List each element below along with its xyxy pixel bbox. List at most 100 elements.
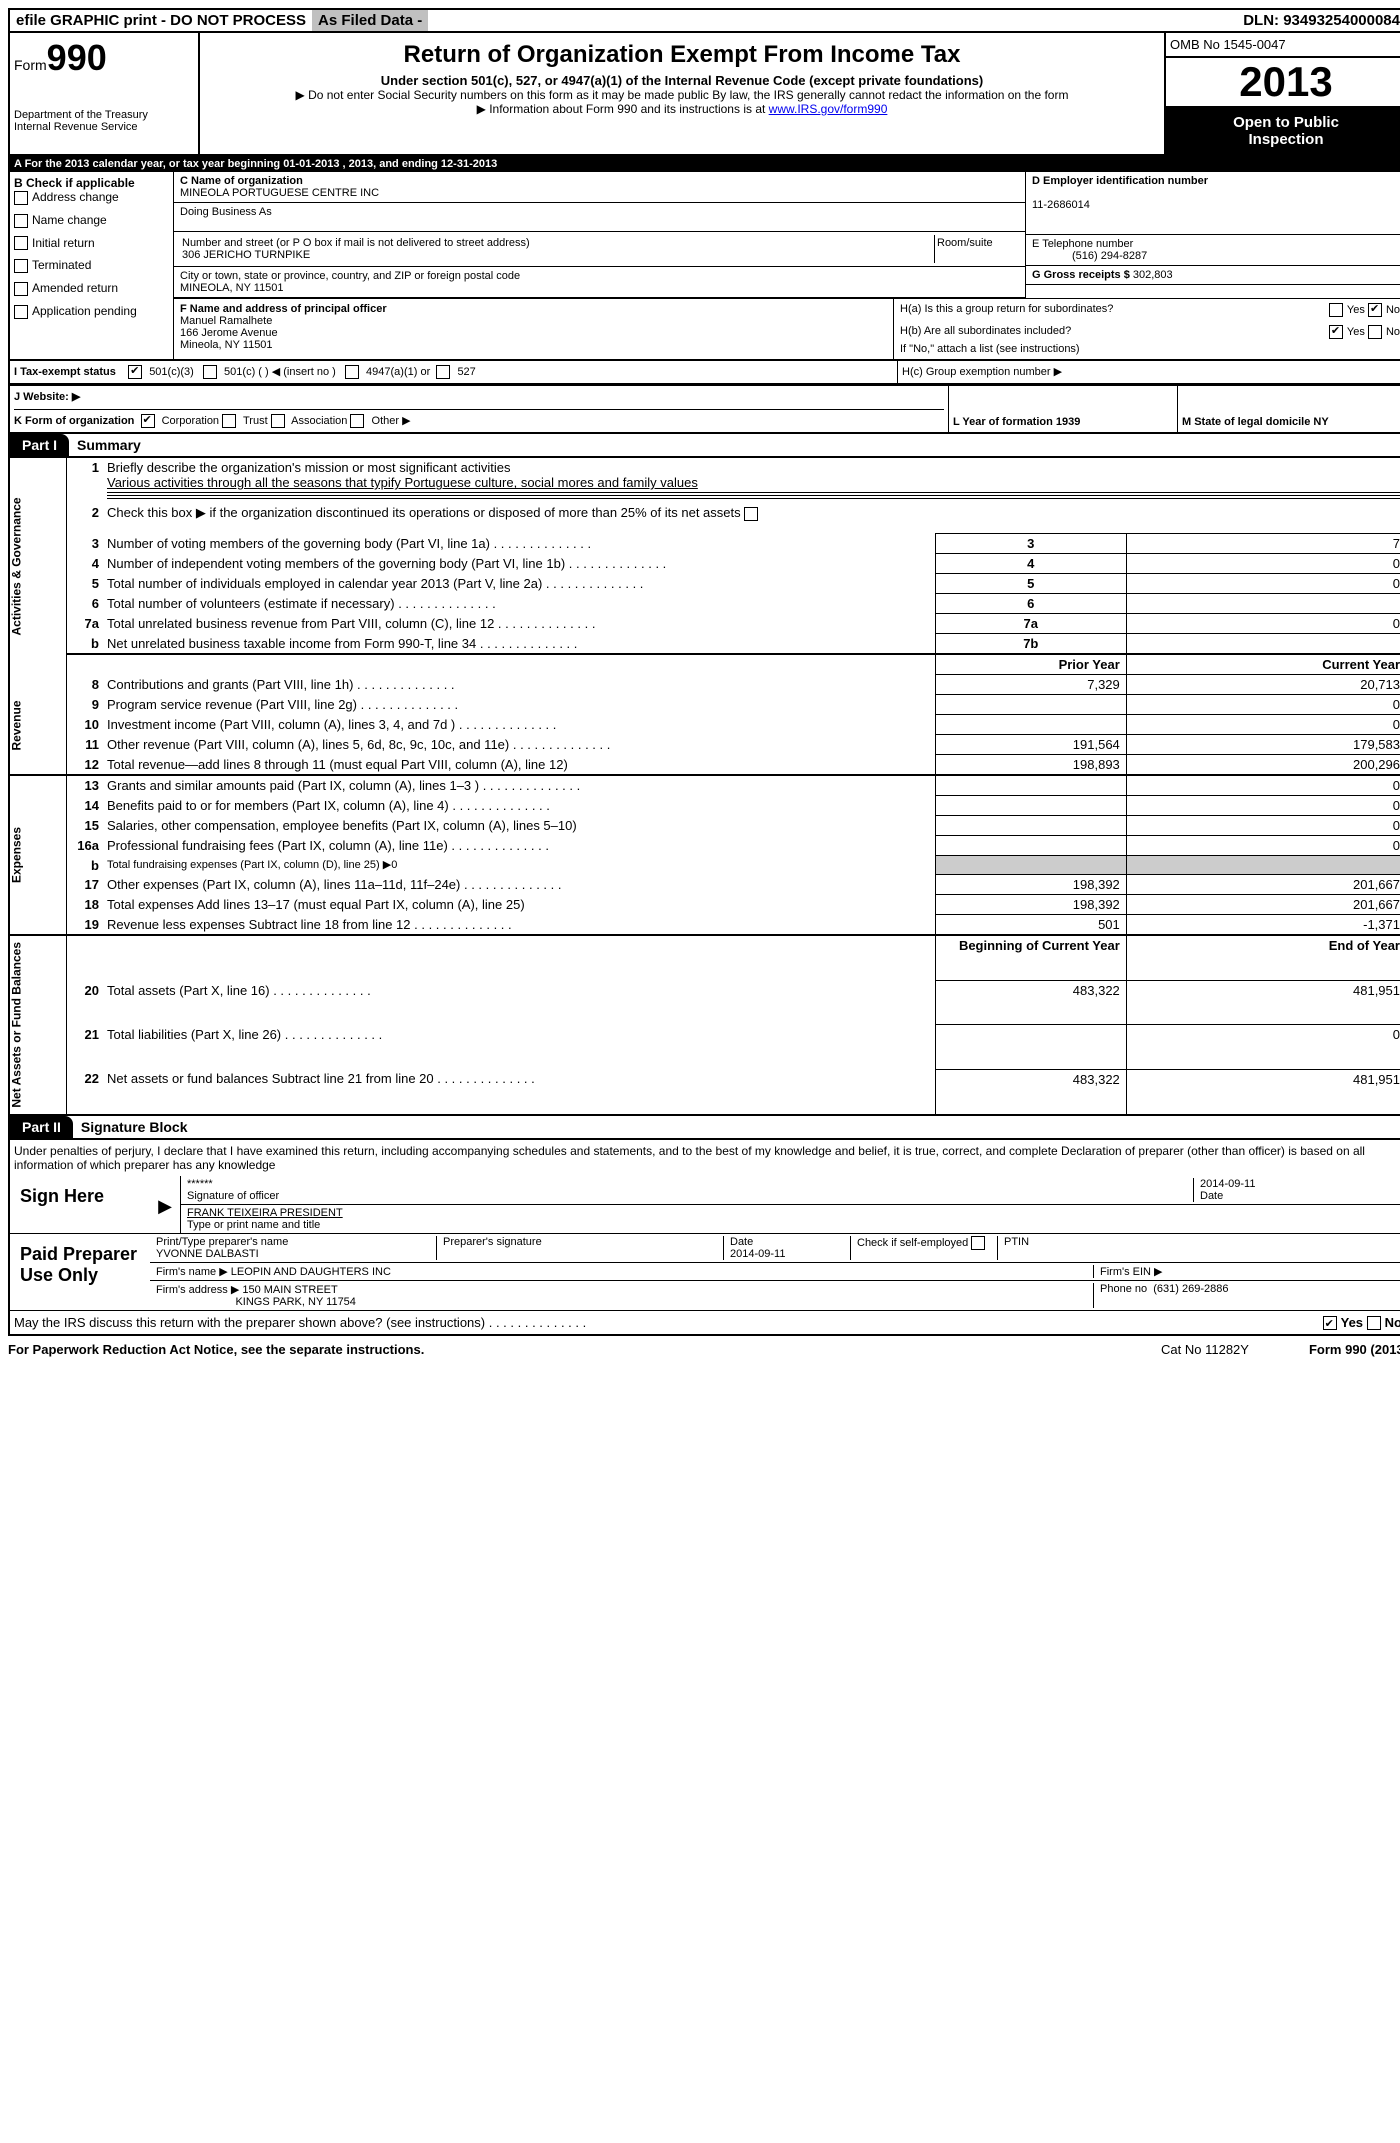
form-title: Return of Organization Exempt From Incom… xyxy=(204,41,1160,69)
city-state-zip: MINEOLA, NY 11501 xyxy=(180,282,284,294)
check-corp[interactable] xyxy=(141,414,155,428)
row-a-tax-year: A For the 2013 calendar year, or tax yea… xyxy=(8,156,1400,172)
addr-cell: Number and street (or P O box if mail is… xyxy=(174,232,1025,267)
check-4947[interactable] xyxy=(345,365,359,379)
paperwork-notice: For Paperwork Reduction Act Notice, see … xyxy=(8,1342,424,1357)
tel-cell: E Telephone number (516) 294-8287 xyxy=(1026,235,1400,266)
check-name-change[interactable]: Name change xyxy=(14,213,169,228)
part-ii-tab: Part II xyxy=(10,1116,73,1138)
part-i-tab: Part I xyxy=(10,434,69,456)
firm-addr2: KINGS PARK, NY 11754 xyxy=(235,1296,355,1308)
line-21: Total liabilities (Part X, line 26) xyxy=(103,1025,935,1069)
check-amended[interactable]: Amended return xyxy=(14,281,169,296)
side-expenses: Expenses xyxy=(9,775,67,935)
street-addr: 306 JERICHO TURNPIKE xyxy=(182,249,310,261)
check-assoc[interactable] xyxy=(271,414,285,428)
discuss-no[interactable] xyxy=(1367,1316,1381,1330)
line-12: Total revenue—add lines 8 through 11 (mu… xyxy=(103,755,935,776)
line-19: Revenue less expenses Subtract line 18 f… xyxy=(103,915,935,936)
h-questions: H(a) Is this a group return for subordin… xyxy=(894,299,1400,359)
line-9: Program service revenue (Part VIII, line… xyxy=(103,695,935,715)
officer-name: FRANK TEIXEIRA PRESIDENT xyxy=(187,1207,343,1219)
check-other[interactable] xyxy=(350,414,364,428)
efile-notice: efile GRAPHIC print - DO NOT PROCESS xyxy=(10,10,312,31)
tax-year: 2013 xyxy=(1166,58,1400,108)
line-11: Other revenue (Part VIII, column (A), li… xyxy=(103,735,935,755)
hb-no[interactable] xyxy=(1368,325,1382,339)
check-self-employed[interactable] xyxy=(971,1236,985,1250)
hc-exemption: H(c) Group exemption number ▶ xyxy=(897,361,1400,384)
check-501c3[interactable] xyxy=(128,365,142,379)
part-i-header: Part I Summary xyxy=(8,434,1400,458)
principal-officer: F Name and address of principal officer … xyxy=(174,299,894,359)
check-pending[interactable]: Application pending xyxy=(14,304,169,319)
subtitle-3: ▶ Information about Form 990 and its ins… xyxy=(204,102,1160,116)
col-b-checkboxes: B Check if applicable Address change Nam… xyxy=(10,172,174,359)
discuss-yes[interactable] xyxy=(1323,1316,1337,1330)
sign-here-label: Sign Here xyxy=(10,1176,150,1233)
check-addr-change[interactable]: Address change xyxy=(14,190,169,205)
eoy-hdr: End of Year xyxy=(1126,935,1400,980)
check-discontinued[interactable] xyxy=(744,507,758,521)
line-4: Number of independent voting members of … xyxy=(103,554,935,574)
org-name: MINEOLA PORTUGUESE CENTRE INC xyxy=(180,187,379,199)
officer-sig: ****** xyxy=(187,1178,213,1190)
side-revenue: Revenue xyxy=(9,675,67,776)
part-i-title: Summary xyxy=(69,437,141,453)
line-5: Total number of individuals employed in … xyxy=(103,574,935,594)
sign-arrow-icon: ▶ xyxy=(150,1176,181,1233)
dln: DLN: 93493254000084 xyxy=(1237,10,1400,31)
line-16a: Professional fundraising fees (Part IX, … xyxy=(103,836,935,856)
form-header: Form990 Department of the Treasury Inter… xyxy=(8,33,1400,156)
discuss-row: May the IRS discuss this return with the… xyxy=(10,1311,1400,1334)
gross-receipts: 302,803 xyxy=(1133,269,1173,281)
row-k: K Form of organization Corporation Trust… xyxy=(14,410,944,428)
line-13: Grants and similar amounts paid (Part IX… xyxy=(103,775,935,796)
org-name-cell: C Name of organization MINEOLA PORTUGUES… xyxy=(174,172,1025,203)
dept-treasury: Department of the Treasury xyxy=(14,109,194,121)
section-b-c-d-e: B Check if applicable Address change Nam… xyxy=(8,172,1400,361)
line-15: Salaries, other compensation, employee b… xyxy=(103,816,935,836)
gross-cell: G Gross receipts $ 302,803 xyxy=(1026,266,1400,285)
row-j-k: J Website: ▶ K Form of organization Corp… xyxy=(8,386,1400,434)
state-domicile: M State of legal domicile NY xyxy=(1178,386,1400,432)
telephone: (516) 294-8287 xyxy=(1032,250,1147,262)
preparer-name: YVONNE DALBASTI xyxy=(156,1248,259,1260)
ha-yes[interactable] xyxy=(1329,303,1343,317)
ha-no[interactable] xyxy=(1368,303,1382,317)
part-ii-header: Part II Signature Block xyxy=(8,1116,1400,1140)
line-20: Total assets (Part X, line 16) xyxy=(103,981,935,1025)
line-18: Total expenses Add lines 13–17 (must equ… xyxy=(103,895,935,915)
line-17: Other expenses (Part IX, column (A), lin… xyxy=(103,875,935,895)
paid-preparer-fields: Print/Type preparer's nameYVONNE DALBAST… xyxy=(150,1234,1400,1310)
irs-label: Internal Revenue Service xyxy=(14,121,194,133)
line-16b: Total fundraising expenses (Part IX, col… xyxy=(103,856,935,875)
check-initial[interactable]: Initial return xyxy=(14,236,169,251)
sign-here-fields: ******Signature of officer 2014-09-11Dat… xyxy=(181,1176,1400,1233)
room-suite: Room/suite xyxy=(935,235,1019,263)
line-2: Check this box ▶ if the organization dis… xyxy=(103,503,1400,523)
website-row: J Website: ▶ K Form of organization Corp… xyxy=(10,386,949,432)
check-terminated[interactable]: Terminated xyxy=(14,258,169,273)
sign-date: 2014-09-11 xyxy=(1200,1178,1255,1190)
subtitle-2: ▶ Do not enter Social Security numbers o… xyxy=(204,88,1160,102)
summary-table: Activities & Governance 1 Briefly descri… xyxy=(8,458,1400,1116)
firm-phone: (631) 269-2886 xyxy=(1153,1283,1228,1295)
col-b-label: B Check if applicable xyxy=(14,176,169,190)
ha-question: H(a) Is this a group return for subordin… xyxy=(900,303,1400,315)
line-8: Contributions and grants (Part VIII, lin… xyxy=(103,675,935,695)
check-501c[interactable] xyxy=(203,365,217,379)
hdr-right: OMB No 1545-0047 2013 Open to Public Ins… xyxy=(1164,33,1400,154)
omb-number: OMB No 1545-0047 xyxy=(1166,33,1400,58)
check-trust[interactable] xyxy=(222,414,236,428)
as-filed: As Filed Data - xyxy=(312,10,428,31)
open-inspection: Open to Public Inspection xyxy=(1166,108,1400,154)
top-bar: efile GRAPHIC print - DO NOT PROCESS As … xyxy=(8,8,1400,33)
form-ref: Form 990 (2013) xyxy=(1309,1342,1400,1357)
hb-yes[interactable] xyxy=(1329,325,1343,339)
col-d-e: D Employer identification number 11-2686… xyxy=(1026,172,1400,298)
irs-link[interactable]: www.IRS.gov/form990 xyxy=(769,102,888,116)
check-527[interactable] xyxy=(436,365,450,379)
ein-cell: D Employer identification number 11-2686… xyxy=(1026,172,1400,235)
line-7b: Net unrelated business taxable income fr… xyxy=(103,634,935,655)
